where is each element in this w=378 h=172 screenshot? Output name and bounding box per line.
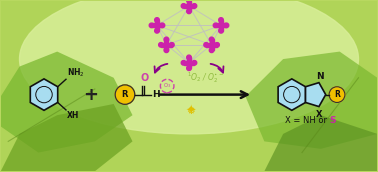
Text: R: R bbox=[122, 90, 128, 99]
Circle shape bbox=[164, 42, 169, 47]
Circle shape bbox=[192, 61, 197, 65]
Text: O$_3$: O$_3$ bbox=[163, 82, 171, 90]
Text: ✦: ✦ bbox=[186, 105, 196, 118]
Ellipse shape bbox=[20, 0, 358, 134]
Bar bbox=[184, 61, 194, 65]
Polygon shape bbox=[264, 115, 377, 171]
Circle shape bbox=[187, 9, 191, 14]
Circle shape bbox=[155, 23, 159, 28]
Bar bbox=[164, 39, 169, 50]
Bar bbox=[187, 1, 191, 11]
Text: ⚙: ⚙ bbox=[186, 106, 195, 116]
Circle shape bbox=[213, 23, 218, 28]
Bar bbox=[187, 57, 191, 68]
Circle shape bbox=[204, 42, 208, 47]
Text: R: R bbox=[334, 90, 340, 99]
Circle shape bbox=[187, 66, 191, 71]
Circle shape bbox=[192, 4, 197, 8]
Circle shape bbox=[215, 42, 219, 47]
Circle shape bbox=[115, 85, 135, 104]
Text: H: H bbox=[152, 90, 160, 99]
Text: XH: XH bbox=[67, 111, 79, 120]
Bar bbox=[209, 39, 214, 50]
Polygon shape bbox=[1, 52, 133, 153]
Text: X: X bbox=[316, 110, 322, 119]
Circle shape bbox=[224, 23, 229, 28]
Bar bbox=[155, 20, 159, 31]
Polygon shape bbox=[245, 52, 377, 149]
Circle shape bbox=[219, 23, 223, 28]
Circle shape bbox=[209, 42, 214, 47]
Circle shape bbox=[155, 18, 159, 22]
Polygon shape bbox=[305, 83, 326, 107]
Polygon shape bbox=[1, 104, 133, 171]
Circle shape bbox=[160, 23, 165, 28]
Circle shape bbox=[187, 0, 191, 3]
Bar bbox=[161, 43, 172, 47]
Text: $^1$O$_2$ / O$_2^{\bullet-}$: $^1$O$_2$ / O$_2^{\bullet-}$ bbox=[187, 70, 225, 84]
Circle shape bbox=[181, 61, 186, 65]
Text: N: N bbox=[316, 72, 324, 81]
Polygon shape bbox=[30, 79, 58, 110]
Bar bbox=[215, 23, 226, 28]
Text: S: S bbox=[330, 116, 336, 125]
Circle shape bbox=[164, 37, 169, 42]
Circle shape bbox=[187, 4, 191, 8]
Text: X = NH or: X = NH or bbox=[285, 116, 330, 125]
Circle shape bbox=[329, 87, 345, 103]
Circle shape bbox=[209, 37, 214, 42]
Bar bbox=[206, 43, 217, 47]
Text: O: O bbox=[141, 73, 149, 83]
Circle shape bbox=[149, 23, 154, 28]
Circle shape bbox=[209, 48, 214, 53]
Circle shape bbox=[170, 42, 174, 47]
Circle shape bbox=[219, 18, 223, 22]
Circle shape bbox=[164, 48, 169, 53]
Text: +: + bbox=[83, 86, 98, 104]
Circle shape bbox=[159, 42, 163, 47]
Circle shape bbox=[187, 55, 191, 60]
Circle shape bbox=[155, 29, 159, 33]
Bar bbox=[152, 23, 163, 28]
Circle shape bbox=[181, 4, 186, 8]
Circle shape bbox=[187, 61, 191, 65]
Text: NH$_2$: NH$_2$ bbox=[67, 66, 84, 78]
Bar bbox=[184, 4, 194, 8]
Circle shape bbox=[219, 29, 223, 33]
Bar bbox=[219, 20, 223, 31]
Polygon shape bbox=[278, 79, 305, 110]
